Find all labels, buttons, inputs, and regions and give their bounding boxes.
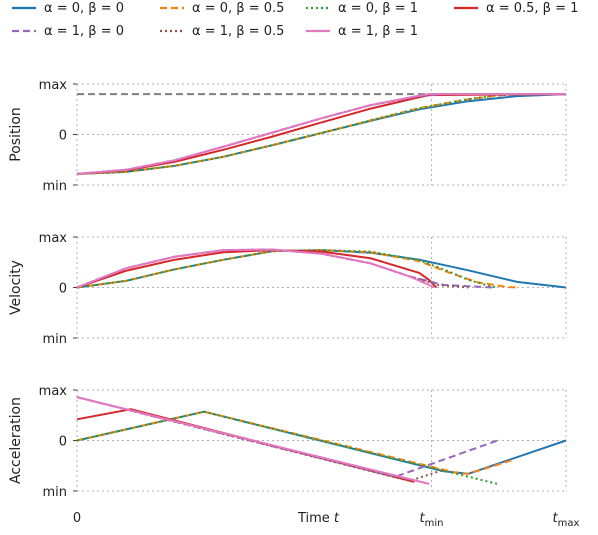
legend-label: α = 1, β = 0.5	[192, 24, 284, 39]
y-axis-label: Position	[8, 107, 24, 162]
panel-velocity: max 0 min Velocity	[8, 231, 567, 347]
y-tick-label: 0	[59, 282, 67, 297]
legend-item: α = 1, β = 0.5	[160, 24, 284, 39]
y-tick-label: min	[42, 332, 67, 347]
series-line-s7	[76, 396, 430, 485]
legend: α = 0, β = 0 α = 0, β = 0.5 α = 0, β = 1 α …	[12, 1, 578, 39]
y-tick-label: 0	[59, 435, 67, 450]
y-tick-label: min	[42, 485, 67, 500]
x-tick-label: tmax	[553, 511, 580, 529]
y-axis-label: Velocity	[8, 260, 24, 315]
x-tick-label: tmin	[420, 511, 444, 529]
panel-position: max 0 min Position	[8, 78, 567, 194]
legend-label: α = 0.5, β = 1	[486, 1, 578, 16]
legend-label: α = 0, β = 0	[44, 1, 124, 16]
series-line-s2	[76, 249, 518, 289]
y-tick-label: max	[39, 78, 68, 93]
y-tick-label: 0	[59, 129, 67, 144]
x-axis: 0 tmin tmax Time t	[73, 511, 580, 529]
y-axis-label: Acceleration	[8, 397, 24, 484]
series-line-s5	[76, 396, 498, 478]
legend-label: α = 0, β = 0.5	[192, 1, 284, 16]
series-line-s2	[76, 410, 513, 475]
legend-item: α = 0, β = 0	[12, 1, 124, 16]
legend-label: α = 1, β = 1	[338, 24, 418, 39]
series-line-s3	[76, 410, 498, 485]
y-tick-label: max	[39, 384, 68, 399]
series-line-s3	[76, 93, 567, 175]
series-line-s4	[76, 408, 415, 483]
y-tick-label: max	[39, 231, 68, 246]
panel-acceleration: max 0 min Acceleration	[8, 384, 567, 500]
legend-label: α = 1, β = 0	[44, 24, 124, 39]
x-axis-label: Time t	[297, 511, 340, 526]
legend-item: α = 0.5, β = 1	[454, 1, 578, 16]
series-line-s7	[76, 248, 435, 289]
series-line-s6	[76, 396, 445, 482]
legend-item: α = 0, β = 1	[306, 1, 418, 16]
x-tick-label: 0	[73, 511, 81, 526]
series-line-s3	[76, 249, 498, 289]
y-tick-label: min	[42, 179, 67, 194]
legend-item: α = 1, β = 0	[12, 24, 124, 39]
legend-label: α = 0, β = 1	[338, 1, 418, 16]
legend-item: α = 0, β = 0.5	[160, 1, 284, 16]
series-line-s7	[76, 93, 566, 175]
legend-item: α = 1, β = 1	[306, 24, 418, 39]
series-line-s1	[76, 249, 567, 289]
series-line-s4	[76, 249, 438, 289]
